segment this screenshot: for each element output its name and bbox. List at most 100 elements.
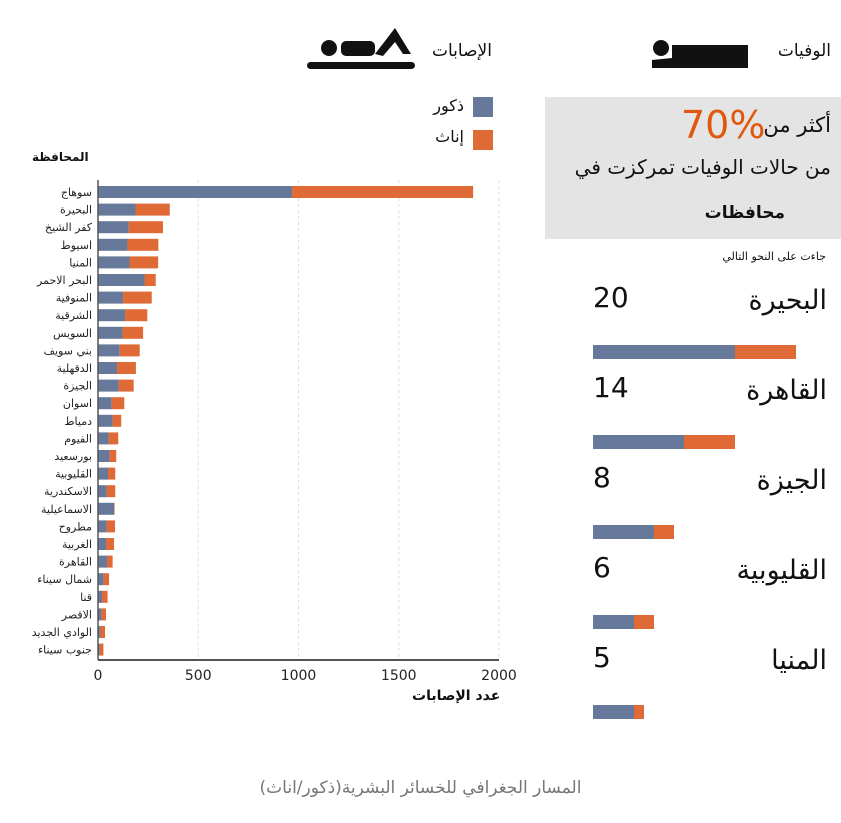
deaths-count: 8 (593, 461, 611, 494)
bar-male (98, 274, 145, 286)
bar-female (107, 555, 113, 568)
deaths-count: 5 (593, 641, 611, 674)
category-label: المنيا (69, 256, 92, 269)
bar-female (100, 626, 106, 638)
bar-male (98, 186, 293, 198)
legend-label-female: إناث (435, 127, 464, 146)
category-label: الجيزة (63, 380, 92, 393)
bar-female (125, 309, 148, 322)
category-label: قنا (80, 591, 92, 604)
bar-male (98, 555, 108, 568)
bar-male (98, 450, 110, 462)
x-tick-label: 1500 (381, 668, 417, 684)
bar-male (98, 379, 119, 392)
legend-label-male: ذكور (433, 96, 464, 115)
bar-male (98, 608, 102, 621)
deaths-province: الجيزة (756, 465, 827, 496)
deaths-bar-male (593, 435, 685, 449)
bar-female (122, 326, 144, 339)
category-label: كفر الشيخ (45, 221, 93, 234)
x-tick-label: 1000 (281, 668, 317, 684)
x-axis-title: عدد الإصابات (412, 688, 501, 704)
deaths-province: القليوبية (736, 555, 827, 586)
deaths-bar-male (593, 345, 736, 359)
deaths-bar-female (653, 525, 675, 539)
bar-female (106, 520, 116, 533)
deaths-bar-female (633, 705, 644, 719)
bar-male (98, 414, 113, 427)
deaths-bar-male (593, 615, 634, 629)
bar-male (98, 538, 107, 550)
category-label: شمال سيناء (37, 573, 92, 586)
deaths-province: البحيرة (748, 285, 828, 316)
category-label: بني سويف (44, 344, 92, 357)
category-label: سوهاج (61, 186, 92, 199)
summary-prefix: أكثر من (763, 113, 831, 137)
bar-female (119, 344, 140, 357)
bar-female (106, 485, 116, 498)
category-label: الغربية (62, 538, 92, 551)
category-label: اسوان (63, 397, 92, 410)
deaths-count: 20 (593, 281, 629, 314)
category-label: السويس (53, 327, 92, 340)
category-label: اسيوط (61, 239, 92, 252)
category-label: الاسماعيلية (41, 503, 92, 516)
bar-male (98, 344, 120, 357)
bar-male (98, 485, 107, 498)
category-label: الاقصر (61, 608, 92, 621)
injuries-label: الإصابات (432, 41, 492, 61)
bar-female (108, 467, 116, 480)
category-label: القاهرة (59, 556, 92, 569)
summary-subnote: جاءت على النحو التالي (722, 250, 826, 263)
bar-female (103, 573, 110, 586)
bar-female (114, 502, 115, 515)
bar-male (98, 643, 100, 656)
bar-male (98, 291, 124, 304)
injured-person-icon (307, 28, 415, 69)
bar-male (98, 573, 104, 586)
bar-male (98, 432, 109, 445)
category-label: المنوفية (56, 292, 92, 305)
category-label: البحر الاحمر (36, 274, 92, 287)
bar-male (98, 309, 126, 322)
bar-female (135, 203, 170, 216)
deaths-label: الوفيات (777, 41, 831, 61)
legend-swatch-male (473, 97, 493, 117)
summary-percent: 70% (681, 103, 766, 147)
bar-female (144, 274, 156, 286)
bar-male (98, 397, 112, 410)
category-label: الفيوم (64, 432, 92, 445)
category-label: الوادي الجديد (32, 626, 92, 639)
summary-line3: محافظات (704, 203, 785, 223)
category-label: الاسكندرية (44, 485, 92, 498)
deaths-bar-female (633, 615, 654, 629)
bar-female (112, 414, 122, 427)
bar-female (123, 291, 152, 304)
bar-male (98, 626, 101, 638)
x-tick-label: 500 (185, 668, 212, 684)
category-label: بورسعيد (54, 450, 92, 463)
category-label: جنوب سيناء (38, 644, 92, 657)
bar-male (98, 467, 109, 480)
bar-female (109, 450, 117, 462)
bar-male (98, 326, 123, 339)
bar-female (129, 256, 159, 269)
summary-line2: من حالات الوفيات تمركزت في (574, 155, 831, 179)
bar-male (98, 221, 129, 234)
x-tick-label: 2000 (481, 668, 517, 684)
bar-female (118, 379, 134, 392)
deaths-province: المنيا (771, 645, 827, 676)
bar-male (98, 520, 107, 533)
caption: المسار الجغرافي للخسائر البشرية(ذكور/انا… (259, 778, 582, 798)
injuries-chart: 0 500 1000 1500 2000 سوهاج البحيرة كفر الشيخ اسي… (32, 180, 517, 684)
bar-male (98, 362, 118, 374)
bar-female (292, 186, 474, 198)
category-label: دمياط (64, 415, 92, 428)
bar-female (111, 397, 125, 410)
deaths-bar-female (735, 345, 796, 359)
category-label: مطروح (59, 520, 93, 533)
bar-female (106, 538, 115, 550)
bar-female (108, 432, 119, 445)
summary-box: أكثر من 70% من حالات الوفيات تمركزت في م… (545, 97, 841, 239)
deaths-bar-male (593, 705, 634, 719)
